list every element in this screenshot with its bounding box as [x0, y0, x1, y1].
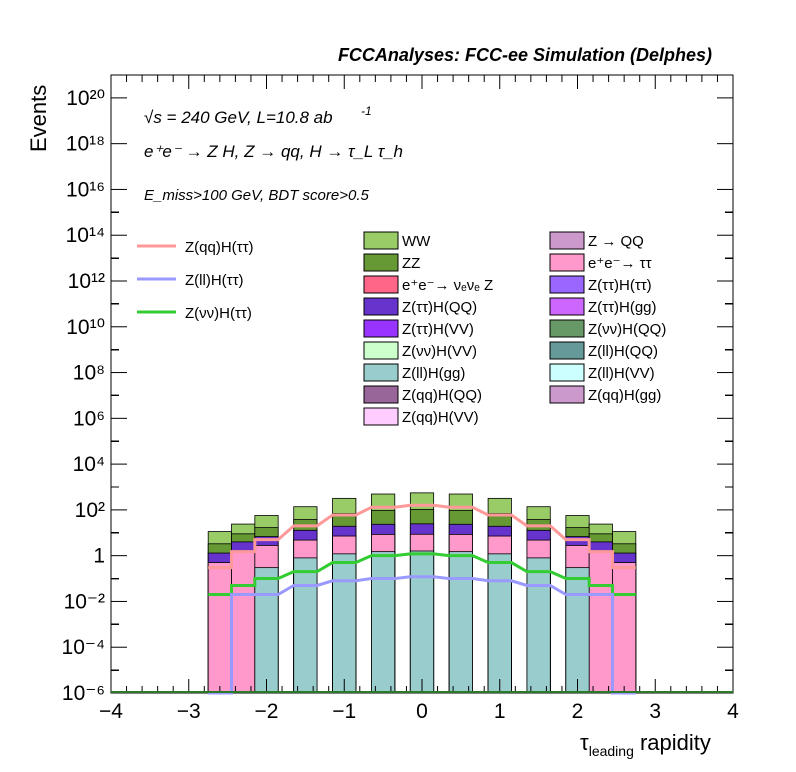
- legend-box-swatch: [549, 297, 585, 316]
- x-tick-label: 2: [572, 700, 584, 723]
- x-tick-label: −3: [177, 700, 201, 723]
- legend-box-swatch: [549, 231, 585, 250]
- legend-box-label: Z(ττ)H(VV): [402, 321, 474, 338]
- legend-line-label: Z(ll)H(ττ): [185, 272, 244, 289]
- legend-line-label: Z(qq)H(ττ): [185, 239, 254, 256]
- x-tick-label: −2: [255, 700, 279, 723]
- legend-line-label: Z(νν)H(ττ): [185, 305, 252, 322]
- legend-box-swatch: [363, 253, 399, 272]
- bar: [612, 562, 637, 694]
- legend-box-label: Z(ll)H(gg): [402, 365, 465, 382]
- series-line-Z(ll)H(ττ): [208, 575, 636, 695]
- annotation-lumi-exponent: -1: [361, 104, 372, 118]
- x-tick-label: −4: [99, 700, 123, 723]
- bar: [448, 551, 473, 694]
- legend-box-swatch: [549, 275, 585, 294]
- legend-signal: Z(qq)H(ττ) Z(ll)H(ττ) Z(νν)H(ττ): [137, 239, 254, 322]
- y-tick-label: 10²: [75, 499, 105, 522]
- y-tick-label: 1: [93, 545, 105, 568]
- bar: [487, 553, 512, 694]
- bar: [371, 551, 396, 694]
- legend-box-swatch: [363, 319, 399, 338]
- y-tick-label: 10¹⁴: [66, 224, 105, 247]
- y-tick-label: 10⁴: [73, 453, 105, 476]
- legend-box-label: Z(qq)H(VV): [402, 409, 479, 426]
- legend-box-swatch: [549, 253, 585, 272]
- legend-box-swatch: [363, 297, 399, 316]
- y-tick-label: 10⁸: [73, 362, 105, 385]
- y-tick-label: 10¹⁰: [66, 316, 105, 339]
- legend-box-swatch: [363, 275, 399, 294]
- y-tick-label: 10¹²: [68, 270, 105, 293]
- legend-box-swatch: [363, 407, 399, 426]
- legend-box-label: Z(qq)H(gg): [588, 387, 661, 404]
- x-axis-label: τleading rapidity: [580, 730, 711, 759]
- legend-box-label: ZZ: [402, 255, 420, 272]
- y-tick-label: 10⁻⁴: [62, 636, 105, 659]
- legend-box-swatch: [363, 385, 399, 404]
- annotation-energy-lumi: √s = 240 GeV, L=10.8 ab: [144, 108, 333, 127]
- y-tick-label: 10⁻²: [64, 590, 105, 613]
- x-tick-label: 4: [727, 700, 739, 723]
- bar: [526, 557, 551, 694]
- bar: [332, 553, 357, 694]
- stacked-histograms: [207, 492, 637, 694]
- annotation-process: e⁺e⁻ → Z H, Z → qq, H → τ_L τ_h: [144, 142, 403, 161]
- x-tick-label: 3: [649, 700, 661, 723]
- legend-box-swatch: [549, 341, 585, 360]
- legend-box-label: e⁺e⁻→ νₑνₑ Z: [402, 277, 493, 294]
- signal-lines: [208, 503, 636, 695]
- chart-title: FCCAnalyses: FCC-ee Simulation (Delphes): [338, 45, 712, 65]
- legend-box-label: Z(qq)H(QQ): [402, 387, 482, 404]
- bar: [231, 551, 256, 694]
- legend-box-label: Z(νν)H(VV): [402, 343, 477, 360]
- legend-box-swatch: [363, 341, 399, 360]
- y-tick-label: 10¹⁶: [66, 178, 105, 201]
- bar: [409, 550, 435, 694]
- x-tick-label: 1: [494, 700, 506, 723]
- y-tick-label: 10⁶: [73, 407, 105, 430]
- legend-box-swatch: [549, 363, 585, 382]
- bar: [565, 567, 590, 694]
- series-line-Z(qq)H(ττ): [208, 503, 636, 570]
- legend-box-label: Z(ττ)H(gg): [588, 299, 657, 316]
- x-tick-label: −1: [332, 700, 356, 723]
- axes: −4 −3 −2 −1 0 1 2 3 4 10⁻⁶ 10⁻⁴ 10⁻² 1 10² 10⁴ 10⁶ 10⁸ 10…: [62, 75, 739, 723]
- legend-box-label: Z(νν)H(QQ): [588, 321, 666, 338]
- series-Z(ll)H(gg): [254, 550, 590, 694]
- legend-box-swatch: [549, 385, 585, 404]
- legend-box-swatch: [363, 363, 399, 382]
- x-tick-label: 0: [416, 700, 428, 723]
- legend-box-swatch: [363, 231, 399, 250]
- series-line-Z(νν)H(ττ): [208, 552, 636, 597]
- bar: [254, 567, 279, 694]
- y-axis-label: Events: [26, 85, 51, 152]
- bar: [293, 557, 318, 694]
- legend-backgrounds: WW Z → QQ ZZ e⁺e⁻→ ττ e⁺e⁻→ νₑνₑ Z Z(ττ)H(ττ)…: [363, 231, 666, 426]
- y-tick-label: 10⁻⁶: [62, 682, 105, 705]
- y-tick-label: 10²⁰: [66, 87, 105, 110]
- legend-box-label: Z(ll)H(VV): [588, 365, 655, 382]
- legend-box-label: Z → QQ: [588, 233, 644, 250]
- legend-box-label: Z(ll)H(QQ): [588, 343, 658, 360]
- bar: [207, 562, 232, 694]
- legend-box-label: Z(ττ)H(ττ): [588, 277, 652, 294]
- legend-box-label: Z(ττ)H(QQ): [402, 299, 477, 316]
- legend-box-label: WW: [402, 233, 431, 250]
- y-tick-label: 10¹⁸: [66, 133, 105, 156]
- legend-box-label: e⁺e⁻→ ττ: [588, 255, 652, 272]
- annotation-selection: E_miss>100 GeV, BDT score>0.5: [144, 187, 369, 204]
- legend-box-swatch: [549, 319, 585, 338]
- bar: [588, 551, 613, 694]
